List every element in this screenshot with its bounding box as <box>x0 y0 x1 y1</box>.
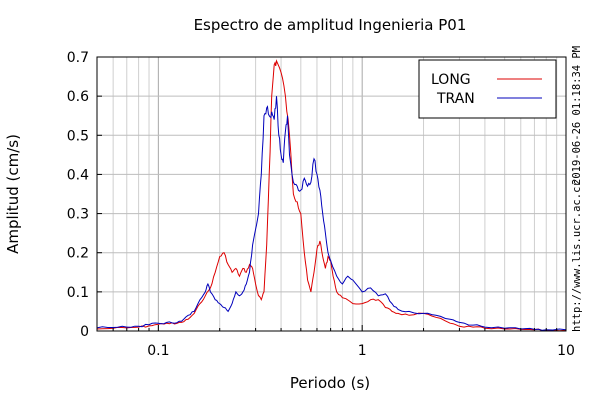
source-url-label: http://www.lis.ucr.ac.cr <box>571 180 583 332</box>
legend-label-tran: TRAN <box>436 91 475 107</box>
x-tick-label: 1 <box>358 343 367 359</box>
x-tick-label: 10 <box>557 343 575 359</box>
axis-ticks: 0 0.1 0.2 0.3 0.4 0.5 0.6 0.7 0.1 1 10 <box>67 50 575 359</box>
y-tick-label: 0.2 <box>67 246 89 262</box>
y-tick-label: 0.3 <box>67 207 89 223</box>
x-tick-label: 0.1 <box>147 343 169 359</box>
plot-frame <box>96 56 567 332</box>
series-line-tran <box>96 96 567 331</box>
series-line-long <box>96 59 567 332</box>
y-axis-label: Amplitud (cm/s) <box>4 134 22 254</box>
y-tick-label: 0.5 <box>67 128 89 144</box>
series-layer <box>96 59 567 332</box>
x-axis-label: Periodo (s) <box>289 374 371 392</box>
y-tick-label: 0 <box>80 324 89 340</box>
y-tick-label: 0.4 <box>67 167 89 183</box>
y-tick-label: 0.7 <box>67 50 89 66</box>
legend-label-long: LONG <box>431 72 471 88</box>
y-tick-label: 0.6 <box>67 89 89 105</box>
legend: LONG TRAN <box>418 59 557 119</box>
legend-box <box>418 59 557 119</box>
minor-gridlines <box>96 57 558 331</box>
timestamp-label: 2019-06-26 01:18:34 PM <box>571 45 583 185</box>
y-tick-label: 0.1 <box>67 285 89 301</box>
chart-title: Espectro de amplitud Ingenieria P01 <box>193 16 467 34</box>
